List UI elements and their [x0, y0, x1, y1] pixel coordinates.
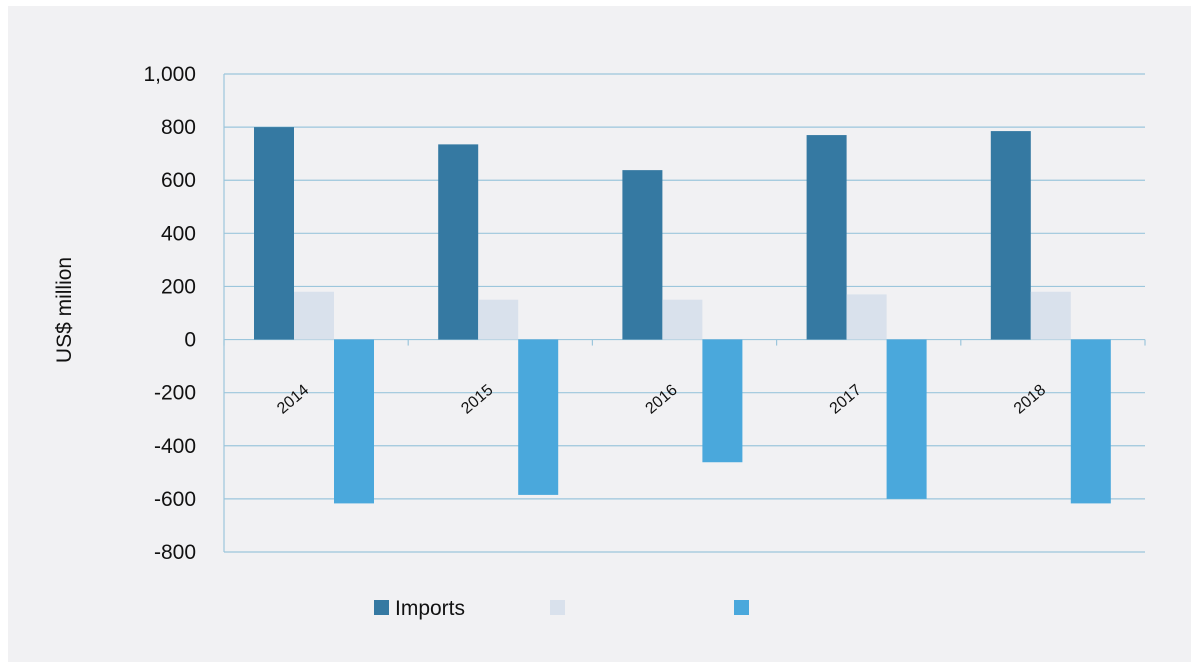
bar: [518, 339, 559, 495]
bar: [846, 294, 887, 340]
legend-label: Imports: [395, 597, 465, 620]
y-tick-label: -600: [154, 488, 196, 511]
x-tick-label: 2015: [458, 382, 496, 418]
y-tick-label: -800: [154, 541, 196, 564]
legend: Imports: [374, 597, 749, 620]
x-tick-label: 2018: [1011, 382, 1049, 418]
legend-swatch: [734, 600, 749, 615]
y-axis-label: US$ million: [53, 257, 76, 363]
bar: [254, 127, 294, 340]
y-tick-label: 1,000: [143, 63, 196, 86]
y-axis-ticks: 1,000 800 600 400 200 0 -200 -400 -600 -800: [143, 63, 196, 564]
bar: [622, 170, 663, 340]
bar: [438, 144, 479, 340]
y-tick-label: -400: [154, 435, 196, 458]
x-tick-label: 2017: [827, 382, 865, 418]
legend-swatch: [550, 600, 565, 615]
y-tick-label: 200: [161, 275, 196, 298]
bar: [990, 131, 1031, 340]
bar: [662, 299, 703, 340]
x-tick-label: 2014: [274, 382, 312, 418]
x-axis-ticks: 2014 2015 2016 2017 2018: [274, 382, 1049, 418]
bar: [1030, 291, 1071, 340]
bar: [294, 291, 334, 340]
y-tick-label: 0: [184, 329, 196, 352]
y-tick-label: 600: [161, 169, 196, 192]
bar: [1070, 339, 1111, 504]
bar: [334, 339, 374, 504]
bars: [254, 127, 1111, 504]
gridlines: [223, 73, 1146, 553]
bar: [886, 339, 927, 499]
y-tick-label: -200: [154, 382, 196, 405]
y-tick-label: 800: [161, 116, 196, 139]
bar: [478, 299, 519, 340]
x-tick-label: 2016: [643, 382, 681, 418]
legend-swatch: [374, 600, 389, 615]
bar: [702, 339, 743, 463]
bar: [806, 135, 847, 340]
y-tick-label: 400: [161, 222, 196, 245]
